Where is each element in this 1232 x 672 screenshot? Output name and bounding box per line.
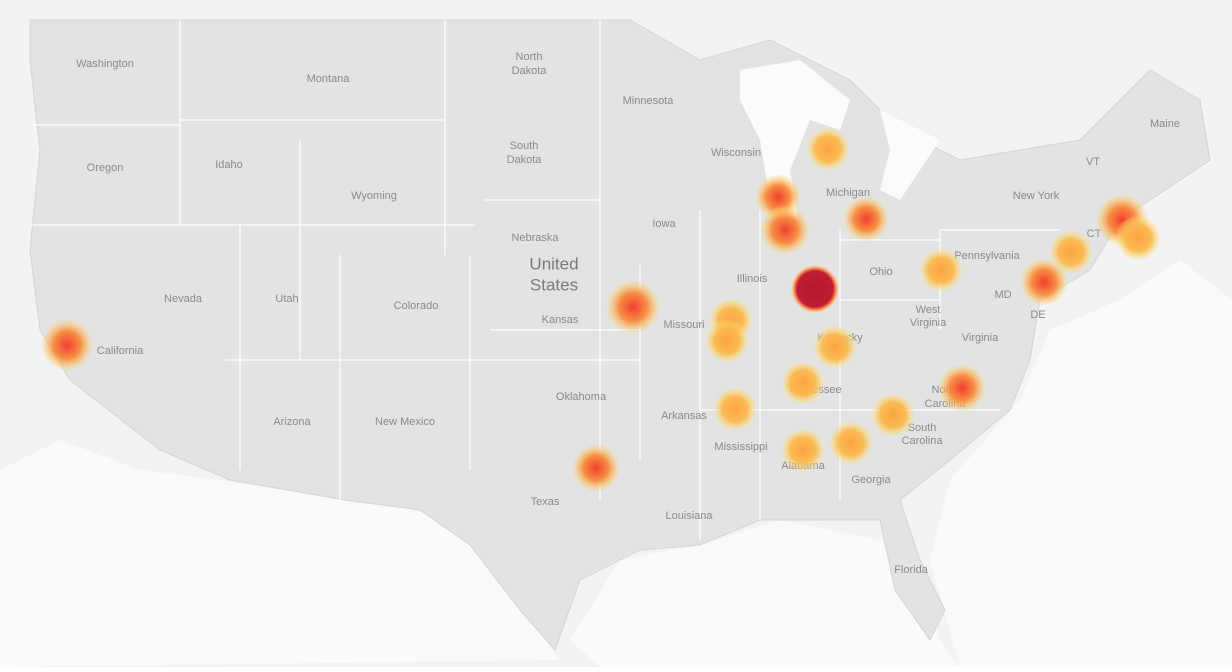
state-label: Wisconsin — [711, 147, 761, 159]
heat-spot — [814, 326, 856, 368]
state-label: California — [97, 345, 144, 357]
heat-spot — [920, 249, 962, 291]
state-label: Oklahoma — [556, 391, 607, 403]
heat-spot — [1116, 216, 1160, 260]
state-label: Georgia — [851, 474, 891, 486]
state-label: Dakota — [507, 154, 543, 166]
state-label: CT — [1087, 228, 1102, 240]
great-lakes — [740, 60, 850, 230]
heat-spot — [782, 362, 824, 404]
state-label: Wyoming — [351, 190, 397, 202]
state-label: North — [516, 51, 543, 63]
heat-spot — [807, 128, 849, 170]
state-label: Minnesota — [623, 95, 675, 107]
state-label: Pennsylvania — [954, 250, 1020, 262]
heat-spot — [872, 394, 914, 436]
state-label: Colorado — [394, 300, 439, 312]
country-label: States — [530, 275, 578, 294]
state-label: Virginia — [910, 317, 947, 329]
state-label: Virginia — [962, 332, 999, 344]
country-label: United — [529, 254, 578, 273]
state-label: New Mexico — [375, 416, 435, 428]
state-label: VT — [1086, 156, 1100, 168]
state-label: West — [916, 304, 941, 316]
state-label: Washington — [76, 58, 134, 70]
state-label: Montana — [307, 73, 351, 85]
state-label: Dakota — [512, 65, 548, 77]
heat-spot — [844, 197, 888, 241]
state-label: Florida — [894, 564, 929, 576]
heat-spot — [607, 281, 659, 333]
state-label: Arkansas — [661, 410, 707, 422]
state-label: South — [510, 140, 539, 152]
heat-spot — [830, 422, 872, 464]
heat-spot — [573, 445, 619, 491]
heat-spot — [1050, 231, 1092, 273]
gulf — [570, 520, 960, 667]
atlantic-ocean — [930, 260, 1232, 667]
state-label: New York — [1013, 190, 1060, 202]
state-label: Maine — [1150, 118, 1180, 130]
state-label: DE — [1030, 309, 1045, 321]
heat-spot — [791, 265, 839, 313]
state-label: South — [908, 422, 937, 434]
state-label: Texas — [531, 496, 560, 508]
state-label: Carolina — [902, 435, 944, 447]
state-label: Michigan — [826, 187, 870, 199]
state-label: MD — [994, 289, 1011, 301]
heat-spot — [714, 388, 756, 430]
heat-spot — [761, 206, 809, 254]
state-label: Missouri — [664, 319, 705, 331]
heat-spot — [42, 320, 92, 370]
lake-huron — [880, 110, 940, 200]
heat-spot — [782, 429, 824, 471]
state-label: Idaho — [215, 159, 243, 171]
heat-spot — [939, 365, 985, 411]
state-label: Louisiana — [665, 510, 713, 522]
state-label: Ohio — [869, 266, 892, 278]
state-label: Arizona — [273, 416, 311, 428]
state-label: Oregon — [87, 162, 124, 174]
state-label: Utah — [275, 293, 298, 305]
state-label: Kansas — [542, 314, 579, 326]
state-label: Mississippi — [714, 441, 767, 453]
heat-spot — [1021, 259, 1067, 305]
heat-spot — [706, 320, 748, 362]
state-label: Illinois — [737, 273, 768, 285]
pacific-ocean — [0, 440, 560, 667]
state-label: Iowa — [652, 218, 676, 230]
state-label: Nebraska — [511, 232, 559, 244]
state-label: Nevada — [164, 293, 203, 305]
heat-spots — [42, 128, 1160, 491]
